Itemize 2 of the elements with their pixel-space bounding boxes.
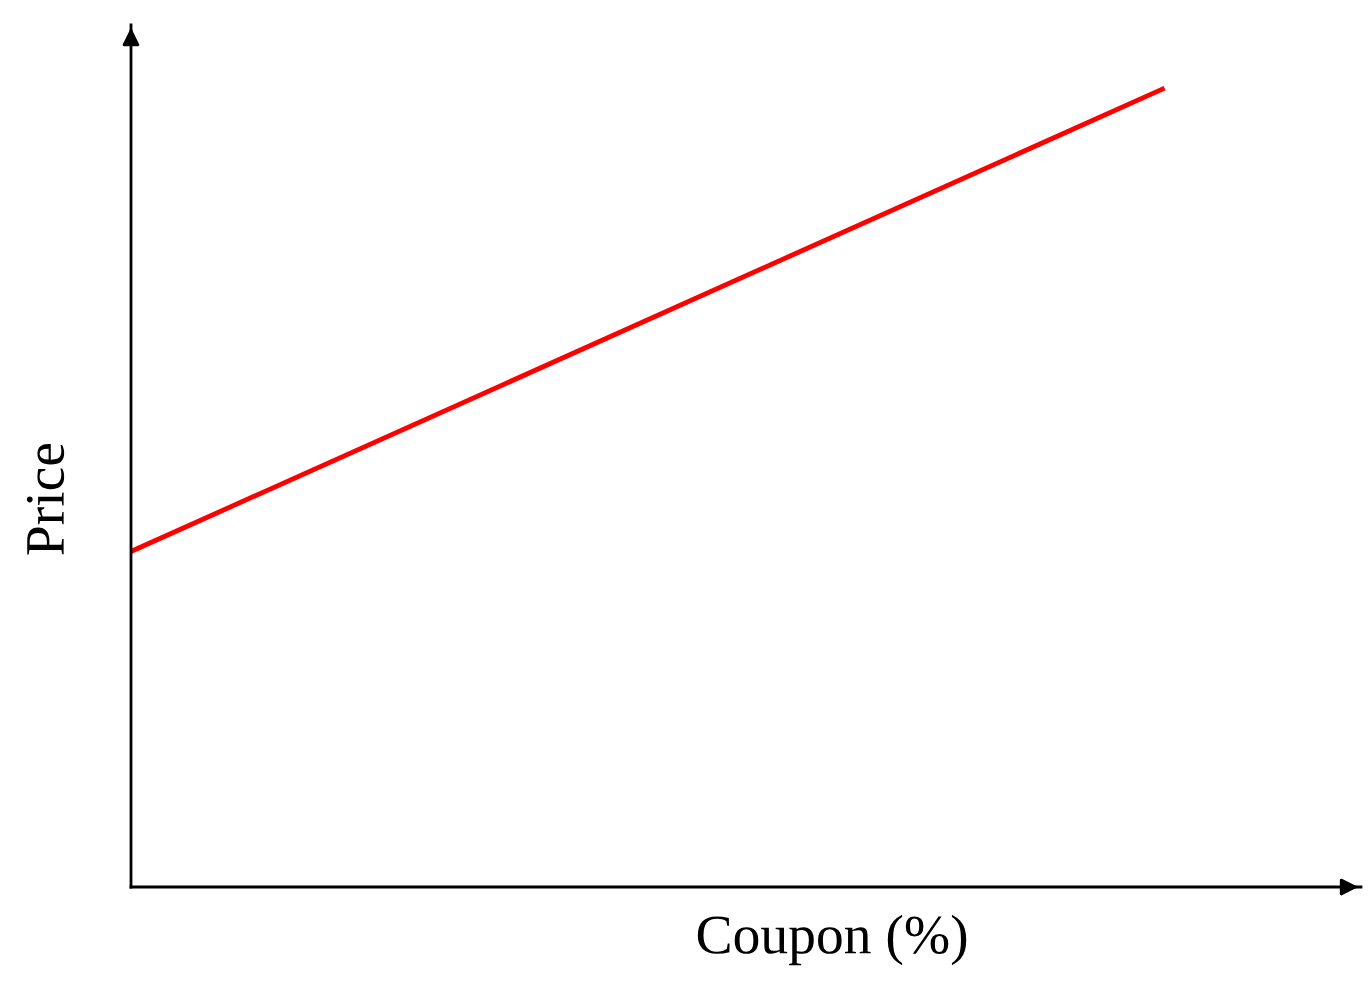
x-axis-title: Coupon (%) (697, 914, 967, 966)
y-axis-title: Price (26, 443, 65, 555)
